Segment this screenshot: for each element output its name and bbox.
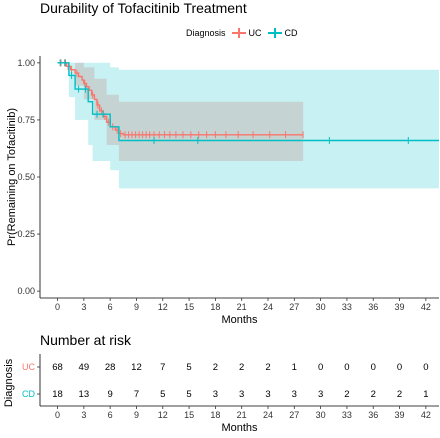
risk-x-tick-label: 39	[395, 410, 405, 420]
ci-band-cd	[57, 62, 439, 189]
risk-cell: 3	[292, 389, 297, 400]
risk-cell: 2	[344, 389, 349, 400]
risk-table: UC 68 49 28 12 7 5 2 2 2 1 0 0 0 0 0CD 18 13 9 7 5 5 3 3 3 3 3 2 2 2 1…	[3, 354, 439, 434]
risk-x-tick-label: 36	[368, 410, 378, 420]
x-tick-label: 24	[263, 302, 273, 312]
risk-x-tick-label: 21	[237, 410, 247, 420]
x-tick-label: 30	[316, 302, 326, 312]
risk-x-tick-label: 15	[184, 410, 194, 420]
risk-row-label-cd: CD	[22, 389, 35, 399]
risk-x-tick-label: 33	[342, 410, 352, 420]
x-tick-label: 27	[289, 302, 299, 312]
x-tick-label: 3	[81, 302, 86, 312]
risk-x-tick-label: 30	[316, 410, 326, 420]
x-tick-label: 15	[184, 302, 194, 312]
risk-cell: 0	[397, 362, 402, 373]
risk-cell: 2	[239, 362, 244, 373]
x-tick-label: 33	[342, 302, 352, 312]
x-tick-label: 21	[237, 302, 247, 312]
risk-x-tick-label: 27	[289, 410, 299, 420]
risk-cell: 0	[371, 362, 376, 373]
x-tick-label: 18	[210, 302, 220, 312]
x-tick-label: 6	[108, 302, 113, 312]
risk-cell: 2	[213, 362, 218, 373]
x-tick-label: 39	[395, 302, 405, 312]
risk-cell: 3	[239, 389, 244, 400]
risk-cell: 68	[52, 362, 63, 373]
risk-row-label-uc: UC	[22, 362, 35, 372]
x-tick-label: 0	[55, 302, 60, 312]
legend-label-cd: CD	[284, 28, 298, 38]
risk-x-tick-label: 6	[108, 410, 113, 420]
x-tick-label: 12	[158, 302, 168, 312]
legend-title: Diagnosis	[186, 28, 226, 38]
risk-cell: 2	[265, 362, 270, 373]
risk-cell: 0	[423, 362, 428, 373]
risk-x-axis-label: Months	[221, 422, 258, 434]
risk-x-tick-label: 24	[263, 410, 273, 420]
legend-key-cd	[267, 27, 282, 39]
km-curve-cd	[57, 62, 439, 142]
legend: Diagnosis UC CD	[186, 26, 298, 40]
risk-cell: 49	[79, 362, 90, 373]
risk-cell: 12	[131, 362, 142, 373]
y-axis-label: Pr(Remaining on Tofacitinib)	[6, 108, 18, 246]
legend-key-uc	[231, 27, 246, 39]
risk-y-axis-label: Diagnosis	[3, 358, 15, 407]
risk-cell: 3	[213, 389, 218, 400]
risk-x-tick-label: 12	[158, 410, 168, 420]
risk-cell: 5	[160, 389, 165, 400]
risk-cell: 18	[52, 389, 63, 400]
legend-item-cd: CD	[267, 27, 298, 39]
risk-x-tick-label: 0	[55, 410, 60, 420]
risk-x-tick-label: 3	[81, 410, 86, 420]
risk-cell: 5	[186, 362, 191, 373]
chart-title: Durability of Tofacitinib Treatment	[40, 0, 247, 16]
risk-cell: 1	[292, 362, 297, 373]
x-tick-label: 42	[421, 302, 431, 312]
risk-cell: 13	[79, 389, 90, 400]
risk-cell: 2	[397, 389, 402, 400]
y-tick-label: 1.00	[17, 58, 35, 68]
risk-x-tick-label: 42	[421, 410, 431, 420]
y-tick-label: 0.50	[17, 172, 35, 182]
y-tick-label: 0.00	[17, 286, 35, 296]
risk-table-title: Number at risk	[40, 332, 132, 348]
y-tick-label: 0.25	[17, 229, 35, 239]
risk-cell: 28	[105, 362, 116, 373]
x-tick-label: 36	[368, 302, 378, 312]
risk-cell: 7	[134, 389, 139, 400]
km-plot: 0.000.250.500.751.000 3 6 9 12 15 18 21 24 27 30 33…	[6, 56, 439, 326]
risk-x-tick-label: 9	[134, 410, 139, 420]
risk-cell: 0	[344, 362, 349, 373]
risk-cell: 1	[423, 389, 428, 400]
risk-cell: 3	[265, 389, 270, 400]
legend-label-uc: UC	[248, 28, 262, 38]
risk-cell: 5	[186, 389, 191, 400]
risk-cell: 3	[318, 389, 323, 400]
risk-cell: 2	[371, 389, 376, 400]
legend-item-uc: UC	[231, 27, 262, 39]
risk-cell: 9	[108, 389, 113, 400]
risk-x-tick-label: 18	[210, 410, 220, 420]
x-tick-label: 9	[134, 302, 139, 312]
y-tick-label: 0.75	[17, 115, 35, 125]
risk-cell: 7	[160, 362, 165, 373]
risk-cell: 0	[318, 362, 323, 373]
x-axis-label: Months	[221, 314, 258, 326]
